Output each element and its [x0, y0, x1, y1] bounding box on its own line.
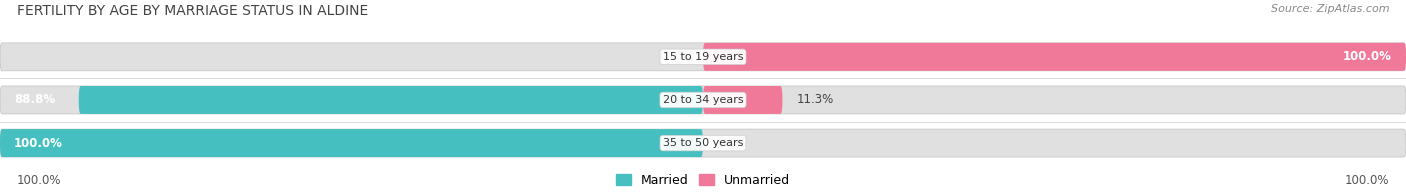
Text: 100.0%: 100.0%: [1344, 174, 1389, 187]
Text: 100.0%: 100.0%: [1343, 50, 1392, 63]
Text: 35 to 50 years: 35 to 50 years: [662, 138, 744, 148]
FancyBboxPatch shape: [703, 86, 782, 114]
Text: 0.0%: 0.0%: [717, 137, 747, 150]
Legend: Married, Unmarried: Married, Unmarried: [612, 169, 794, 192]
FancyBboxPatch shape: [703, 43, 1406, 71]
FancyBboxPatch shape: [0, 129, 1406, 157]
Text: 0.0%: 0.0%: [659, 50, 689, 63]
FancyBboxPatch shape: [0, 129, 703, 157]
FancyBboxPatch shape: [0, 43, 1406, 71]
Text: 20 to 34 years: 20 to 34 years: [662, 95, 744, 105]
Text: 88.8%: 88.8%: [14, 93, 55, 106]
FancyBboxPatch shape: [0, 86, 1406, 114]
Text: 15 to 19 years: 15 to 19 years: [662, 52, 744, 62]
Text: 11.3%: 11.3%: [796, 93, 834, 106]
Text: 100.0%: 100.0%: [17, 174, 62, 187]
Text: Source: ZipAtlas.com: Source: ZipAtlas.com: [1271, 4, 1389, 14]
FancyBboxPatch shape: [79, 86, 703, 114]
Text: FERTILITY BY AGE BY MARRIAGE STATUS IN ALDINE: FERTILITY BY AGE BY MARRIAGE STATUS IN A…: [17, 4, 368, 18]
Text: 100.0%: 100.0%: [14, 137, 63, 150]
